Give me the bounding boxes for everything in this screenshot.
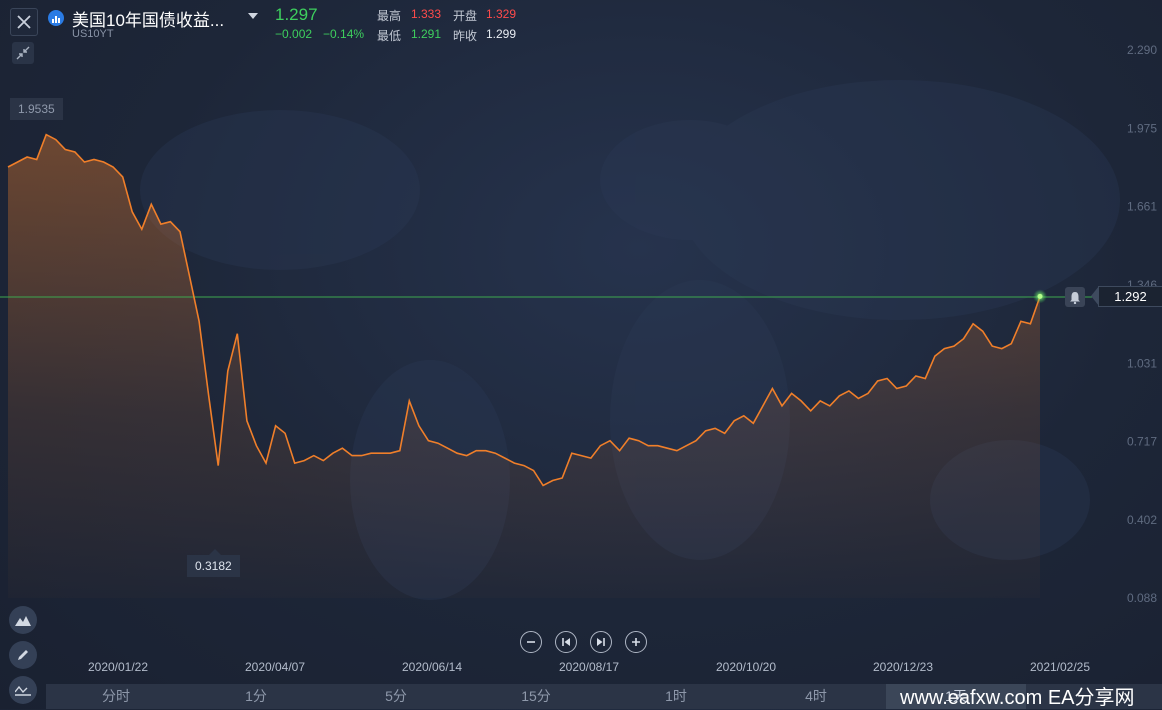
x-tick-label: 2020/04/07 (245, 660, 305, 674)
bell-icon (1070, 291, 1080, 304)
timeframe-tab[interactable]: 1分 (245, 688, 267, 704)
x-tick-label: 2020/12/23 (873, 660, 933, 674)
pencil-icon (18, 650, 28, 660)
chevron-down-icon[interactable] (248, 13, 258, 19)
open-value: 1.329 (486, 7, 517, 21)
watermark-text: www.eafxw.com EA分享网 (900, 687, 1135, 709)
chart-type-button[interactable] (9, 606, 37, 634)
x-tick-label: 2020/08/17 (559, 660, 619, 674)
timeframe-tab[interactable]: 4时 (805, 688, 827, 704)
x-tick-label: 2021/02/25 (1030, 660, 1090, 674)
indicator-icon (15, 685, 31, 696)
y-tick-label: 1.031 (1127, 356, 1157, 370)
indicator-button[interactable] (9, 676, 37, 704)
x-axis: 2020/01/22 2020/04/07 2020/06/14 2020/08/17… (88, 660, 1090, 674)
timeframe-tab[interactable]: 1时 (665, 688, 687, 704)
price-alert-button[interactable] (1065, 287, 1085, 307)
zoom-in-button[interactable] (625, 631, 647, 653)
low-label: 最低 (377, 29, 402, 43)
timeframe-tab[interactable]: 15分 (521, 688, 551, 704)
instrument-title[interactable]: 美国10年国债收益... (72, 11, 225, 30)
x-tick-label: 2020/10/20 (716, 660, 776, 674)
min-value-label: 0.3182 (187, 549, 240, 577)
timeframe-bar: 分时 1分 5分 15分 1时 4时 1天 (46, 684, 1162, 709)
price-area-fill (8, 134, 1040, 598)
high-value: 1.333 (411, 7, 442, 21)
open-label: 开盘 (453, 9, 478, 23)
price-change: −0.002 (275, 27, 313, 41)
collapse-button[interactable] (12, 42, 34, 64)
current-price-tag: 1.292 (1091, 286, 1162, 307)
instrument-ticker: US10YT (72, 28, 114, 40)
bar-chart-logo-icon (48, 10, 64, 26)
zoom-out-button[interactable] (520, 631, 542, 653)
timeframe-tab-active[interactable]: 1天 (886, 684, 1026, 709)
prev-close-label: 昨收 (453, 29, 478, 43)
draw-tool-button[interactable] (9, 641, 37, 669)
collapse-icon (16, 46, 30, 60)
timeframe-tab[interactable]: 分时 (102, 688, 130, 704)
max-value-label: 1.9535 (10, 98, 63, 120)
current-point (1037, 293, 1043, 299)
timeframe-tab[interactable]: 5分 (385, 688, 407, 704)
close-icon (17, 15, 31, 29)
last-price: 1.297 (275, 5, 318, 24)
skip-back-icon (562, 638, 570, 646)
price-change-percent: −0.14% (323, 27, 365, 41)
prev-close-value: 1.299 (486, 27, 517, 41)
high-label: 最高 (377, 9, 402, 23)
jump-to-start-button[interactable] (555, 631, 577, 653)
x-tick-label: 2020/01/22 (88, 660, 148, 674)
y-tick-label: 1.661 (1127, 200, 1157, 214)
price-line (7, 133, 1041, 487)
plus-icon (632, 638, 640, 646)
y-tick-label: 0.088 (1127, 591, 1157, 605)
y-tick-label: 1.975 (1127, 121, 1157, 135)
low-value: 1.291 (411, 27, 442, 41)
skip-forward-icon (597, 638, 605, 646)
minus-icon (527, 641, 535, 643)
close-button[interactable] (10, 8, 38, 36)
y-tick-label: 2.290 (1127, 43, 1157, 57)
jump-to-end-button[interactable] (590, 631, 612, 653)
mountain-chart-icon (15, 616, 31, 626)
y-tick-label: 0.717 (1127, 434, 1157, 448)
y-tick-label: 0.402 (1127, 513, 1157, 527)
x-tick-label: 2020/06/14 (402, 660, 462, 674)
